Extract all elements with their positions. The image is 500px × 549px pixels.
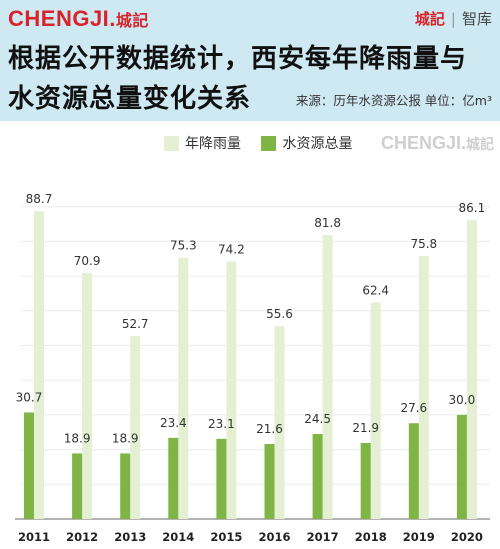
bar-rainfall bbox=[178, 257, 189, 519]
data-label-rainfall: 86.1 bbox=[459, 201, 486, 215]
legend-item-rain: 年降雨量 bbox=[164, 133, 241, 153]
chengji-logo: CHENGJI.城記 bbox=[8, 6, 149, 32]
header-banner: CHENGJI.城記 城記 | 智库 根据公开数据统计，西安每年降雨量与 水资源总量… bbox=[0, 0, 500, 121]
data-label-water: 23.1 bbox=[208, 417, 235, 431]
data-label-rainfall: 55.6 bbox=[266, 307, 293, 321]
bar-water-resources bbox=[120, 453, 131, 519]
page-title-line2: 水资源总量变化关系 bbox=[8, 84, 252, 114]
bar-water-resources bbox=[408, 423, 419, 519]
data-label-water: 23.4 bbox=[160, 416, 187, 430]
x-tick-label: 2020 bbox=[451, 530, 483, 544]
logo-text: CHENGJI. bbox=[8, 6, 116, 31]
data-label-rainfall: 74.2 bbox=[218, 243, 245, 257]
bar-rainfall bbox=[226, 261, 237, 519]
data-label-water: 30.7 bbox=[16, 390, 43, 404]
watermark-cn: 城記 bbox=[466, 137, 494, 153]
legend-item-water: 水资源总量 bbox=[261, 133, 352, 153]
bar-rainfall bbox=[466, 220, 477, 519]
x-tick-label: 2019 bbox=[403, 530, 435, 544]
legend-swatch-rain bbox=[164, 135, 179, 151]
legend-label-water: 水资源总量 bbox=[282, 136, 353, 152]
data-label-water: 27.6 bbox=[400, 401, 427, 415]
bar-water-resources bbox=[24, 412, 34, 519]
x-tick-label: 2017 bbox=[307, 530, 339, 544]
bar-rainfall bbox=[418, 255, 429, 519]
bar-water-resources bbox=[360, 443, 371, 519]
bar-water-resources bbox=[456, 414, 467, 519]
bar-rainfall bbox=[34, 211, 44, 519]
data-label-water: 21.6 bbox=[256, 422, 283, 436]
data-label-rainfall: 75.8 bbox=[410, 237, 437, 251]
brand-separator: | bbox=[450, 10, 456, 28]
x-tick-label: 2012 bbox=[66, 530, 98, 544]
data-label-water: 24.5 bbox=[304, 412, 331, 426]
bar-rainfall bbox=[322, 235, 333, 520]
brand-text: 智库 bbox=[461, 10, 492, 28]
data-label-rainfall: 70.9 bbox=[74, 254, 101, 268]
data-label-rainfall: 75.3 bbox=[170, 239, 197, 253]
bar-water-resources bbox=[312, 433, 323, 519]
watermark: CHENGJI.城記 bbox=[381, 133, 494, 154]
watermark-text: CHENGJI. bbox=[380, 133, 466, 153]
x-tick-label: 2014 bbox=[162, 530, 194, 544]
bar-rainfall bbox=[82, 272, 93, 519]
brand-red: 城記 bbox=[414, 10, 445, 28]
data-label-water: 30.0 bbox=[449, 393, 476, 407]
chart-legend: 年降雨量 水资源总量 bbox=[164, 133, 368, 155]
data-label-rainfall: 62.4 bbox=[362, 283, 389, 297]
data-label-water: 18.9 bbox=[112, 431, 139, 445]
x-tick-label: 2011 bbox=[18, 530, 50, 544]
page-title-line1: 根据公开数据统计，西安每年降雨量与 bbox=[8, 44, 468, 74]
bar-water-resources bbox=[168, 437, 179, 519]
logo-cn: 城記 bbox=[115, 11, 149, 30]
x-tick-label: 2015 bbox=[210, 530, 242, 544]
data-label-rainfall: 88.7 bbox=[26, 192, 53, 206]
source-note: 来源：历年水资源公报 单位：亿m³ bbox=[295, 93, 492, 108]
bar-rainfall bbox=[274, 326, 285, 519]
x-tick-label: 2018 bbox=[355, 530, 387, 544]
x-tick-label: 2016 bbox=[258, 530, 290, 544]
bar-rainfall bbox=[130, 336, 141, 519]
legend-label-rain: 年降雨量 bbox=[185, 136, 241, 152]
data-label-rainfall: 81.8 bbox=[314, 216, 341, 230]
data-label-water: 18.9 bbox=[64, 431, 91, 445]
legend-swatch-water bbox=[261, 135, 277, 151]
brand-label: 城記 | 智库 bbox=[415, 8, 492, 29]
data-label-water: 21.9 bbox=[352, 421, 379, 435]
bar-water-resources bbox=[216, 438, 227, 519]
x-tick-label: 2013 bbox=[114, 530, 146, 544]
bar-rainfall bbox=[370, 302, 381, 519]
data-label-rainfall: 52.7 bbox=[122, 317, 149, 331]
bar-water-resources bbox=[264, 444, 275, 519]
bar-water-resources bbox=[72, 453, 83, 519]
